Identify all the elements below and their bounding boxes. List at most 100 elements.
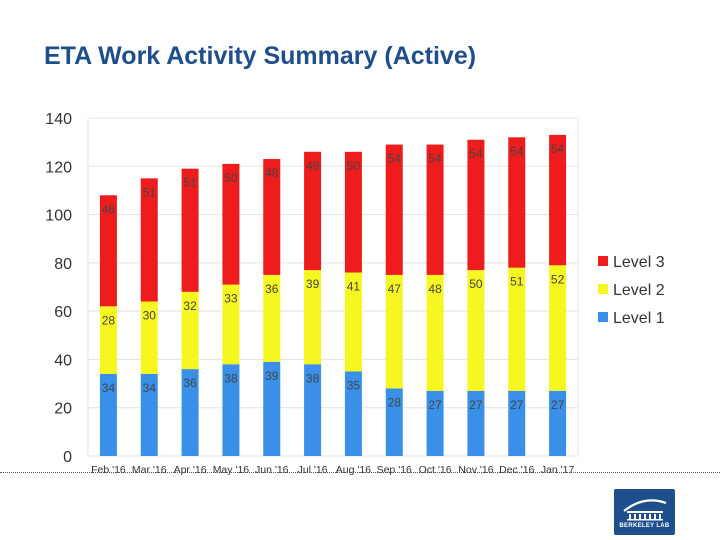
x-tick-label-0: Feb '16 xyxy=(91,464,126,476)
legend-swatch-level-2 xyxy=(598,284,608,294)
bar-level-3-7 xyxy=(385,144,403,275)
data-label-level-2-9: 50 xyxy=(469,277,483,291)
bar-level-2-11 xyxy=(549,265,567,391)
data-label-level-3-10: 54 xyxy=(510,144,524,158)
bar-level-3-0 xyxy=(99,195,117,307)
data-label-level-1-0: 34 xyxy=(102,381,116,395)
data-label-level-2-4: 36 xyxy=(265,282,279,296)
berkeley-lab-logo-icon xyxy=(623,499,667,521)
legend-label-level-3: Level 3 xyxy=(613,254,665,271)
x-tick-label-9: Nov '16 xyxy=(458,464,493,476)
data-labels: 34 28 46 34 30 51 36 32 51 38 33 50 39 36 48 38 39 49 35 41… xyxy=(102,142,565,412)
data-label-level-1-11: 27 xyxy=(551,398,565,412)
y-tick-label-40: 40 xyxy=(54,352,72,369)
bar-level-1-5 xyxy=(304,364,322,456)
legend: Level 3 Level 2 Level 1 xyxy=(598,254,665,327)
data-label-level-2-5: 39 xyxy=(306,277,320,291)
y-axis-ticks: 0 20 40 60 80 100 120 140 xyxy=(45,111,72,466)
data-label-level-2-7: 47 xyxy=(388,282,402,296)
y-tick-label-0: 0 xyxy=(63,449,72,466)
data-label-level-1-6: 35 xyxy=(347,379,361,393)
data-label-level-1-4: 39 xyxy=(265,369,279,383)
bar-level-1-10 xyxy=(508,390,526,456)
data-label-level-2-0: 28 xyxy=(102,313,116,327)
x-tick-label-3: May '16 xyxy=(213,464,250,476)
bars xyxy=(99,134,567,456)
data-label-level-3-3: 50 xyxy=(224,171,238,185)
data-label-level-3-4: 48 xyxy=(265,166,279,180)
y-tick-label-100: 100 xyxy=(45,208,72,225)
bar-level-2-3 xyxy=(222,284,240,365)
data-label-level-3-6: 50 xyxy=(347,159,361,173)
data-label-level-1-5: 38 xyxy=(306,371,320,385)
y-tick-label-80: 80 xyxy=(54,256,72,273)
x-tick-label-11: Jan '17 xyxy=(541,464,575,476)
data-label-level-1-10: 27 xyxy=(510,398,524,412)
bar-level-2-9 xyxy=(467,270,485,391)
data-label-level-2-8: 48 xyxy=(428,282,442,296)
bar-level-2-7 xyxy=(385,274,403,389)
bar-level-1-8 xyxy=(426,390,444,456)
x-tick-label-5: Jul '16 xyxy=(298,464,328,476)
bar-level-3-1 xyxy=(140,178,158,302)
legend-label-level-2: Level 2 xyxy=(613,282,665,299)
bar-level-3-9 xyxy=(467,139,485,271)
data-label-level-1-2: 36 xyxy=(183,376,197,390)
y-tick-label-140: 140 xyxy=(45,111,72,128)
bar-level-2-8 xyxy=(426,274,444,391)
bar-level-3-8 xyxy=(426,144,444,275)
page-title: ETA Work Activity Summary (Active) xyxy=(44,42,477,70)
bar-level-3-10 xyxy=(508,137,526,268)
bar-level-1-9 xyxy=(467,390,485,456)
x-tick-label-2: Apr '16 xyxy=(174,464,207,476)
bar-level-1-6 xyxy=(344,371,362,456)
bar-level-2-0 xyxy=(99,306,117,374)
data-label-level-3-9: 54 xyxy=(469,147,483,161)
x-tick-label-4: Jun '16 xyxy=(255,464,289,476)
bar-level-1-1 xyxy=(140,373,158,456)
bar-level-2-4 xyxy=(263,274,281,362)
data-label-level-2-11: 52 xyxy=(551,272,565,286)
data-label-level-1-8: 27 xyxy=(428,398,442,412)
bar-level-3-2 xyxy=(181,168,199,292)
data-label-level-3-8: 54 xyxy=(428,152,442,166)
data-label-level-3-5: 49 xyxy=(306,159,320,173)
bar-level-1-2 xyxy=(181,369,199,456)
bar-level-2-6 xyxy=(344,272,362,372)
x-axis-ticks: Feb '16 Mar '16 Apr '16 May '16 Jun '16 Jul '… xyxy=(91,464,574,476)
data-label-level-2-6: 41 xyxy=(347,280,361,294)
x-tick-label-7: Sep '16 xyxy=(377,464,412,476)
footer-divider xyxy=(0,472,720,473)
data-label-level-1-1: 34 xyxy=(143,381,157,395)
bar-level-3-3 xyxy=(222,163,240,285)
bar-level-3-6 xyxy=(344,151,362,273)
bar-level-3-11 xyxy=(549,134,567,266)
y-tick-label-20: 20 xyxy=(54,401,72,418)
data-label-level-3-1: 51 xyxy=(143,185,157,199)
data-label-level-2-1: 30 xyxy=(143,308,157,322)
data-label-level-1-9: 27 xyxy=(469,398,483,412)
bar-level-2-2 xyxy=(181,291,199,370)
x-tick-label-1: Mar '16 xyxy=(132,464,167,476)
bar-level-2-10 xyxy=(508,267,526,391)
data-label-level-2-2: 32 xyxy=(183,299,197,313)
y-tick-label-60: 60 xyxy=(54,304,72,321)
bar-level-1-0 xyxy=(99,373,117,456)
data-label-level-1-3: 38 xyxy=(224,371,238,385)
bar-level-1-7 xyxy=(385,388,403,456)
bar-level-1-4 xyxy=(263,361,281,456)
data-label-level-3-2: 51 xyxy=(183,176,197,190)
x-tick-label-10: Dec '16 xyxy=(499,464,534,476)
x-tick-label-8: Oct '16 xyxy=(419,464,452,476)
legend-swatch-level-3 xyxy=(598,256,608,266)
bar-level-3-5 xyxy=(304,151,322,271)
bar-level-2-1 xyxy=(140,301,158,374)
bar-level-1-11 xyxy=(549,390,567,456)
berkeley-lab-logo: BERKELEY LAB xyxy=(614,489,675,535)
bar-level-1-3 xyxy=(222,364,240,456)
data-label-level-2-10: 51 xyxy=(510,275,524,289)
data-label-level-1-7: 28 xyxy=(388,395,402,409)
logo-label: BERKELEY LAB xyxy=(619,523,670,529)
data-label-level-2-3: 33 xyxy=(224,292,238,306)
